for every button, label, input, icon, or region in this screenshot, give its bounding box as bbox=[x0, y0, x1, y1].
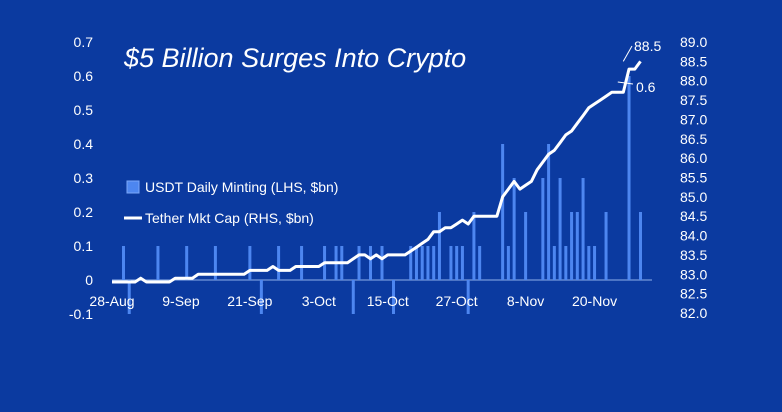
x-tick-label: 21-Sep bbox=[227, 293, 272, 309]
minting-bar bbox=[501, 144, 505, 280]
y-right-tick-label: 88.5 bbox=[680, 53, 707, 69]
minting-bar bbox=[391, 280, 395, 314]
minting-bar bbox=[455, 246, 459, 280]
minting-bar bbox=[127, 280, 131, 314]
minting-bar bbox=[575, 212, 579, 280]
minting-bar bbox=[437, 212, 441, 280]
minting-bar bbox=[420, 246, 424, 280]
minting-bar bbox=[639, 212, 643, 280]
minting-bar bbox=[541, 178, 545, 280]
annotation-mktcap-label: 88.5 bbox=[634, 38, 661, 54]
x-tick-label: 3-Oct bbox=[302, 293, 336, 309]
y-right-tick-label: 89.0 bbox=[680, 34, 707, 50]
minting-bar bbox=[552, 246, 556, 280]
y-right-tick-label: 83.5 bbox=[680, 247, 707, 263]
minting-bar bbox=[213, 246, 217, 280]
minting-bar bbox=[277, 246, 281, 280]
minting-bar bbox=[351, 280, 355, 314]
minting-bar bbox=[380, 246, 384, 280]
y-right-tick-label: 84.0 bbox=[680, 228, 707, 244]
y-left-tick-label: 0.6 bbox=[74, 68, 94, 84]
y-right-tick-label: 87.5 bbox=[680, 92, 707, 108]
minting-bar bbox=[369, 246, 373, 280]
minting-bar bbox=[558, 178, 562, 280]
minting-bar bbox=[478, 246, 482, 280]
minting-bar bbox=[248, 246, 252, 280]
y-left-tick-label: 0 bbox=[85, 272, 93, 288]
legend-swatch-bars bbox=[126, 180, 140, 194]
minting-bar bbox=[300, 246, 304, 280]
minting-bar bbox=[426, 246, 430, 280]
y-right-tick-label: 85.5 bbox=[680, 170, 707, 186]
x-tick-label: 27-Oct bbox=[436, 293, 478, 309]
y-right-tick-label: 82.5 bbox=[680, 286, 707, 302]
minting-bar bbox=[587, 246, 591, 280]
minting-bar bbox=[156, 246, 160, 280]
y-left-tick-label: 0.7 bbox=[74, 34, 94, 50]
minting-bar bbox=[570, 212, 574, 280]
annotation-leader-mint bbox=[617, 81, 634, 85]
minting-bar bbox=[564, 246, 568, 280]
y-right-tick-label: 85.0 bbox=[680, 189, 707, 205]
minting-bar bbox=[472, 212, 476, 280]
minting-bar bbox=[449, 246, 453, 280]
minting-bar bbox=[627, 76, 631, 280]
x-tick-label: 28-Aug bbox=[89, 293, 134, 309]
minting-bar bbox=[604, 212, 608, 280]
x-tick-label: 20-Nov bbox=[572, 293, 617, 309]
x-tick-label: 15-Oct bbox=[367, 293, 409, 309]
y-right-tick-label: 82.0 bbox=[680, 305, 707, 321]
y-left-tick-label: 0.4 bbox=[74, 136, 94, 152]
minting-bar bbox=[466, 280, 470, 314]
y-left-tick-label: 0.2 bbox=[74, 204, 94, 220]
minting-bar bbox=[524, 212, 528, 280]
minting-bar bbox=[259, 280, 263, 314]
minting-bar bbox=[409, 246, 413, 280]
annotation-leader-mktcap bbox=[622, 45, 633, 62]
legend-label-line: Tether Mkt Cap (RHS, $bn) bbox=[145, 210, 314, 226]
minting-bar bbox=[414, 246, 418, 280]
legend-label-bars: USDT Daily Minting (LHS, $bn) bbox=[145, 179, 338, 195]
minting-bar bbox=[506, 246, 510, 280]
minting-bar bbox=[432, 246, 436, 280]
market-cap-line bbox=[112, 60, 642, 284]
y-left-tick-label: -0.1 bbox=[69, 306, 93, 322]
x-tick-label: 8-Nov bbox=[507, 293, 544, 309]
y-left-tick-label: 0.3 bbox=[74, 170, 94, 186]
minting-bar bbox=[460, 246, 464, 280]
minting-bar bbox=[593, 246, 597, 280]
y-right-tick-label: 88.0 bbox=[680, 73, 707, 89]
minting-bar bbox=[512, 178, 516, 280]
minting-bar bbox=[581, 178, 585, 280]
chart-title: $5 Billion Surges Into Crypto bbox=[123, 43, 466, 73]
y-right-tick-label: 83.0 bbox=[680, 266, 707, 282]
minting-bar bbox=[185, 246, 189, 280]
minting-bar bbox=[357, 246, 361, 280]
x-tick-label: 9-Sep bbox=[162, 293, 200, 309]
annotation-mint-label: 0.6 bbox=[636, 79, 656, 95]
minting-bar bbox=[547, 144, 551, 280]
y-right-tick-label: 87.0 bbox=[680, 111, 707, 127]
y-left-tick-label: 0.5 bbox=[74, 102, 94, 118]
minting-bar bbox=[121, 246, 125, 280]
y-left-tick-label: 0.1 bbox=[74, 238, 94, 254]
y-right-tick-label: 86.5 bbox=[680, 131, 707, 147]
legend: USDT Daily Minting (LHS, $bn) Tether Mkt… bbox=[124, 179, 338, 226]
y-right-tick-label: 86.0 bbox=[680, 150, 707, 166]
y-right-tick-label: 84.5 bbox=[680, 208, 707, 224]
